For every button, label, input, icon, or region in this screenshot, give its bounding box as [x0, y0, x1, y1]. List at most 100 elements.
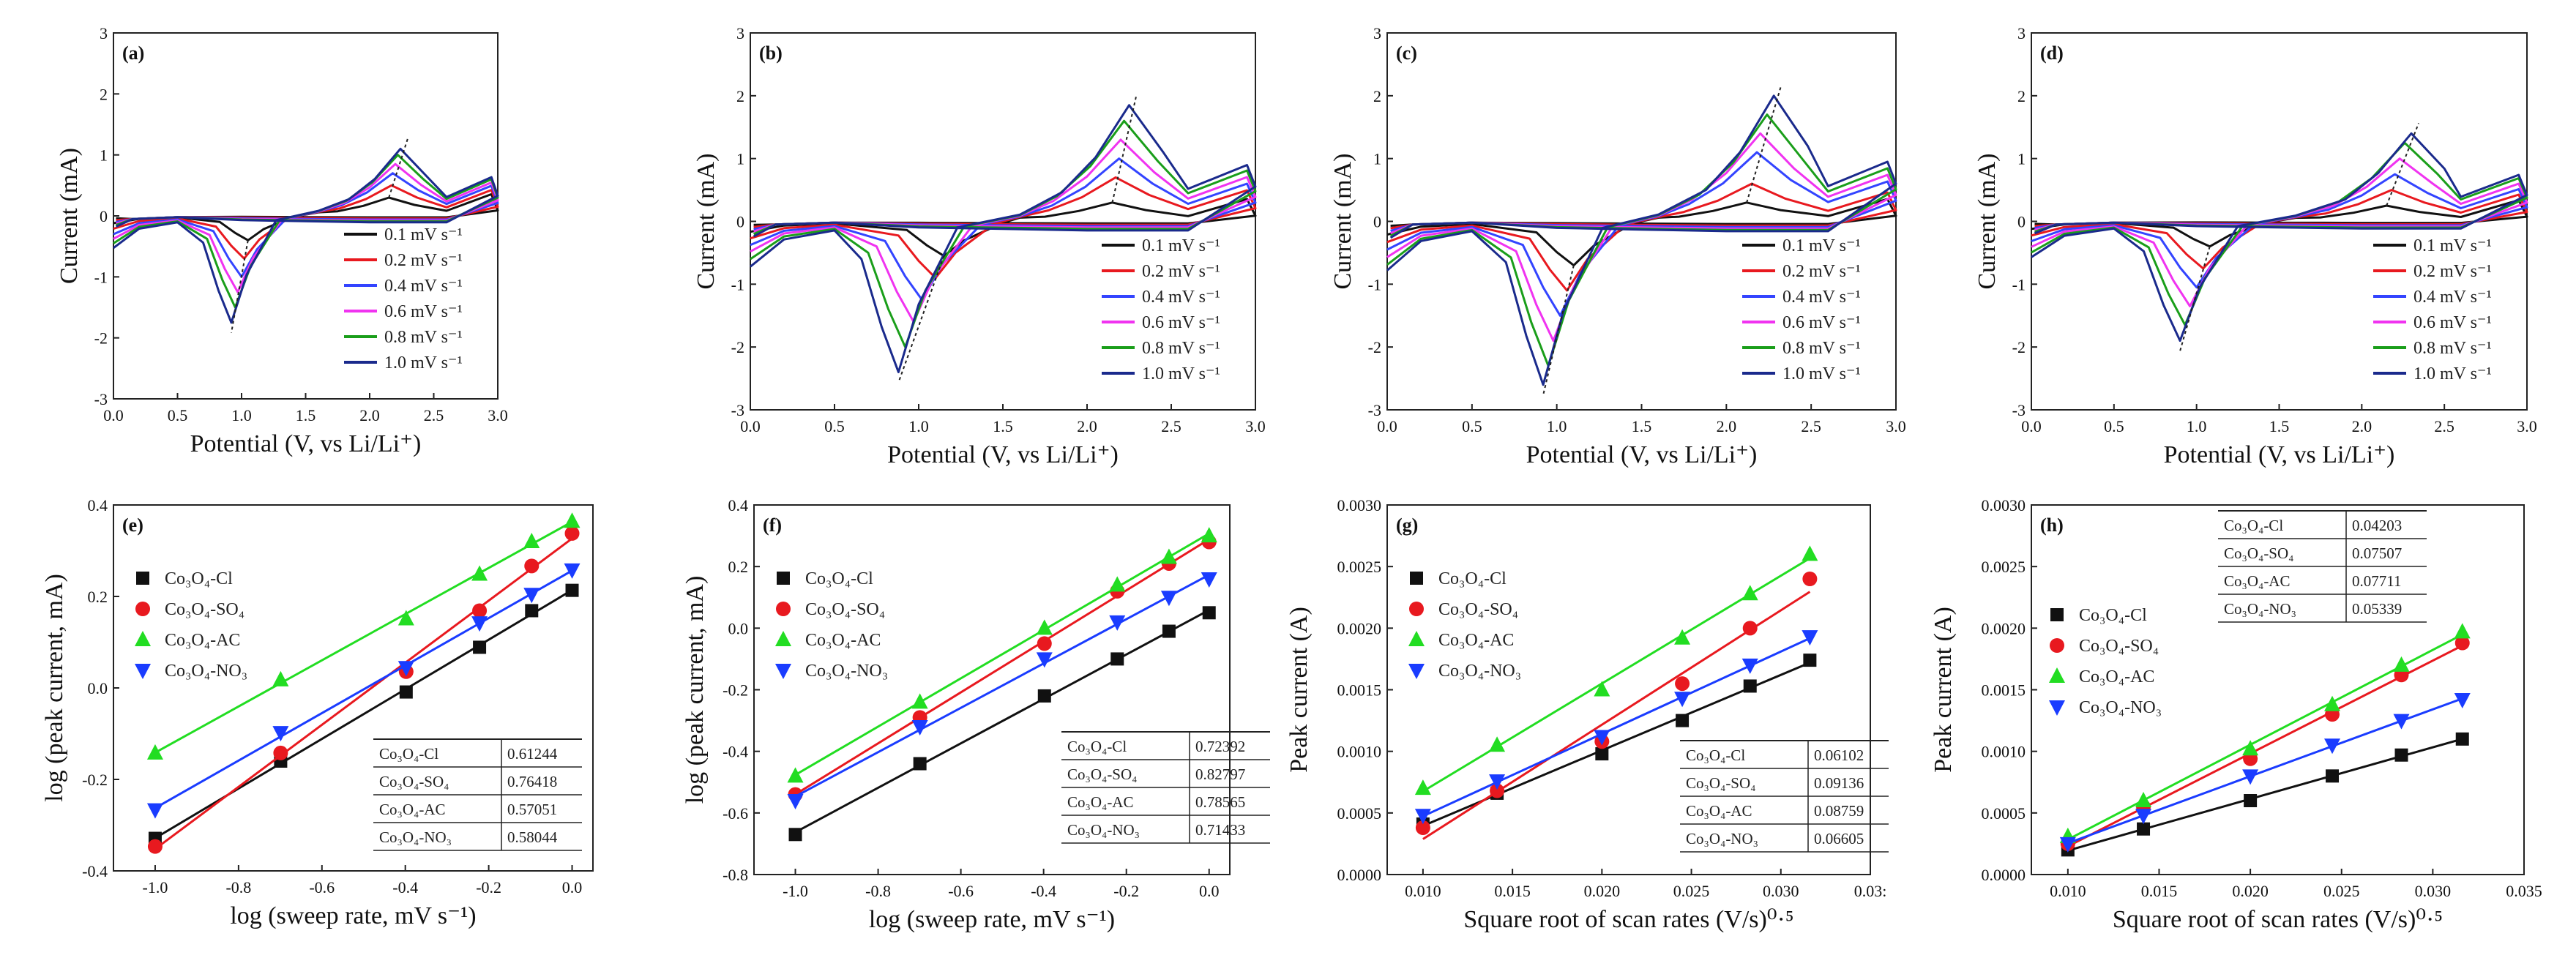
- chart-panel-c: 0.0 0.5 1.0 1.5 2.0 2.5 3.0 3 2 1 0 -1 -2 -3 Potential…: [1329, 24, 1906, 468]
- x-tick-label: 0.5: [2104, 417, 2124, 435]
- y-tick-label: -3: [2012, 401, 2026, 419]
- table-slope: 0.61244: [507, 745, 558, 763]
- fit-line: [154, 537, 573, 850]
- data-point: [911, 720, 928, 735]
- x-tick-label: -0.6: [948, 882, 974, 900]
- x-tick-label: 2.0: [359, 406, 380, 424]
- y-tick-label: 0.4: [728, 496, 749, 514]
- y-axis-label: Current (mA): [56, 148, 83, 284]
- y-axis-label: Current (mA): [692, 153, 720, 289]
- y-tick-label: 0.2: [88, 588, 108, 606]
- cathodic-shift-arrow: [231, 240, 249, 334]
- panel-label: (h): [2040, 514, 2064, 536]
- legend-label: 0.4 mV s⁻¹: [1782, 288, 1861, 307]
- legend-label: 1.0 mV s⁻¹: [1142, 364, 1220, 383]
- legend-marker: [135, 664, 151, 679]
- table-slope: 0.05339: [2352, 600, 2402, 618]
- legend-marker: [777, 572, 790, 585]
- y-tick-label: -1: [2012, 275, 2026, 293]
- data-point: [564, 525, 580, 541]
- legend-label: Co₃O₄-NO₃: [1438, 662, 1521, 681]
- x-tick-label: -1.0: [143, 878, 168, 896]
- x-tick-label: 2.5: [1161, 417, 1181, 435]
- cv-curve: [1386, 198, 1897, 267]
- data-point: [2135, 792, 2152, 807]
- x-tick-label: 1.5: [1632, 417, 1652, 435]
- legend-marker: [775, 631, 791, 646]
- y-tick-label: -1: [731, 275, 744, 293]
- panel-label: (c): [1396, 42, 1417, 64]
- table-sample: Co₃O₄-NO₃: [379, 828, 452, 846]
- legend-marker: [1410, 572, 1423, 585]
- data-point: [399, 685, 413, 699]
- y-axis-label: Current (mA): [1974, 153, 2001, 289]
- legend-label: 1.0 mV s⁻¹: [1782, 364, 1861, 383]
- legend-label: 1.0 mV s⁻¹: [2413, 364, 2492, 383]
- fit-line: [154, 520, 573, 754]
- panel-label: (a): [122, 42, 144, 64]
- data-point: [787, 794, 804, 809]
- y-tick-label: 0.0005: [1337, 804, 1382, 823]
- legend-marker: [2049, 667, 2065, 683]
- data-point: [1743, 679, 1757, 693]
- y-tick-label: 0.0030: [1982, 496, 2026, 514]
- legend-label: Co₃O₄-AC: [165, 631, 240, 650]
- table-sample: Co₃O₄-SO₄: [2224, 544, 2293, 562]
- y-tick-label: -0.2: [82, 771, 108, 789]
- data-point: [913, 757, 927, 771]
- data-point: [2455, 732, 2469, 746]
- x-tick-label: 1.0: [1547, 417, 1567, 435]
- y-tick-label: 2: [2017, 87, 2026, 105]
- panel-label: (e): [122, 514, 143, 536]
- table-slope: 0.58044: [507, 828, 558, 846]
- data-point: [2326, 769, 2340, 783]
- data-point: [1037, 689, 1051, 703]
- x-tick-label: 0.015: [2141, 882, 2178, 900]
- x-tick-label: -0.2: [1113, 882, 1139, 900]
- legend-marker: [2050, 608, 2064, 621]
- legend-label: 1.0 mV s⁻¹: [384, 353, 463, 373]
- data-point: [1037, 636, 1052, 651]
- y-axis-label: Peak current (A): [1285, 607, 1313, 773]
- data-point: [146, 744, 163, 760]
- x-tick-label: 3.0: [1245, 417, 1266, 435]
- data-point: [2137, 822, 2151, 836]
- y-axis-label: log (peak current, mA): [41, 574, 68, 802]
- x-tick-label: 1.5: [2269, 417, 2290, 435]
- fit-line: [1422, 637, 1811, 817]
- panel-label: (g): [1396, 514, 1418, 536]
- panel-label: (f): [763, 514, 782, 536]
- data-point: [1489, 774, 1506, 790]
- table-slope: 0.07711: [2352, 572, 2401, 590]
- y-tick-label: 0: [100, 207, 108, 225]
- data-point: [523, 588, 540, 604]
- data-point: [2454, 635, 2470, 651]
- data-point: [1674, 629, 1691, 645]
- data-point: [1160, 591, 1177, 607]
- x-tick-label: 0.0: [103, 406, 124, 424]
- y-tick-label: 0.0010: [1337, 743, 1382, 761]
- x-axis-label: Potential (V, vs Li/Li⁺): [887, 441, 1119, 468]
- data-point: [1160, 548, 1177, 564]
- x-tick-label: -0.8: [225, 878, 251, 896]
- y-tick-label: 0.0000: [1337, 866, 1382, 884]
- table-sample: Co₃O₄-Cl: [2224, 517, 2283, 534]
- chart-panel-g: 0.010 0.015 0.020 0.025 0.030 0.03: 0.0030 0.00…: [1285, 496, 1889, 933]
- legend-label: 0.8 mV s⁻¹: [1142, 339, 1220, 358]
- data-point: [2393, 714, 2410, 730]
- y-tick-label: -0.2: [723, 681, 748, 700]
- x-tick-label: 1.0: [231, 406, 252, 424]
- legend-label: 0.8 mV s⁻¹: [384, 328, 463, 347]
- x-tick-label: 0.0: [1377, 417, 1397, 435]
- anodic-shift-arrow: [1111, 94, 1138, 203]
- x-tick-label: -0.6: [309, 878, 335, 896]
- y-tick-label: -2: [1368, 338, 1381, 356]
- table-sample: Co₃O₄-AC: [2224, 572, 2290, 590]
- cv-curve: [1386, 132, 1897, 342]
- data-point: [1489, 736, 1506, 752]
- y-tick-label: 0.4: [88, 496, 108, 514]
- table-slope: 0.07507: [2352, 544, 2402, 562]
- chart-panel-f: -1.0 -0.8 -0.6 -0.4 -0.2 0.0 0.4 0.2 0.0 -0.2 -0.4…: [682, 496, 1270, 933]
- legend-label: 0.6 mV s⁻¹: [1782, 313, 1861, 332]
- x-tick-label: 2.5: [2434, 417, 2454, 435]
